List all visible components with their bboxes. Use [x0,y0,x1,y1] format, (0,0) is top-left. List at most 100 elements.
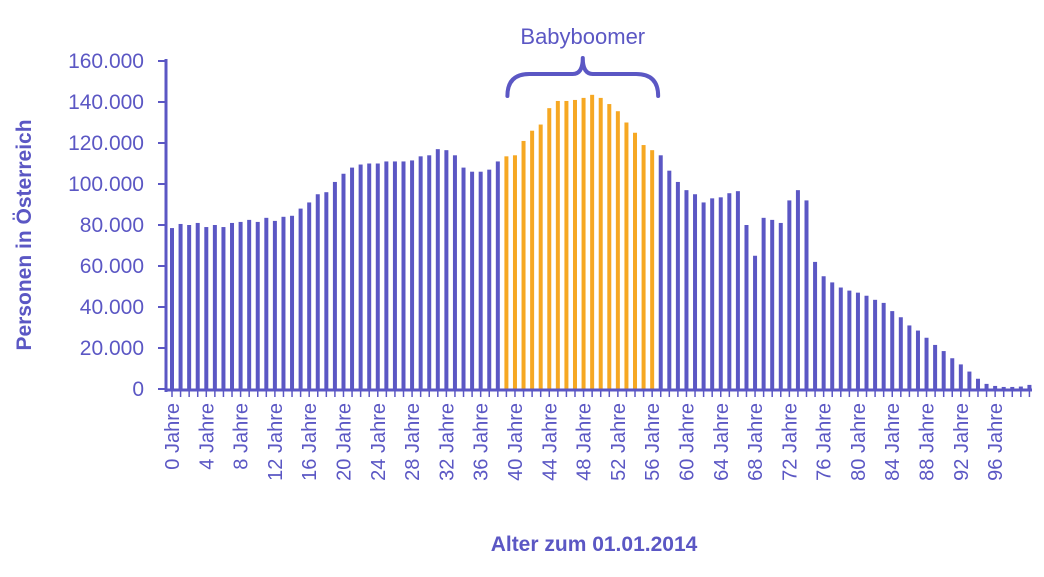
bar-age-11 [264,217,269,389]
bar-age-22 [358,164,363,389]
bar-age-79 [847,290,852,389]
bar-age-85 [898,317,903,389]
bar-age-0 [170,228,174,389]
bar-age-13 [281,216,286,389]
x-tick-label: 32 Jahre [436,403,458,481]
bar-age-75 [813,261,818,389]
bar-age-66 [735,191,740,389]
bar-age-46 [564,100,569,389]
bar-age-34 [461,167,466,389]
bar-age-21 [350,167,355,389]
axes [164,59,1032,392]
bar-age-39 [504,156,509,389]
bar-age-91 [950,358,955,389]
bar-age-49 [590,94,595,389]
bar-age-83 [881,302,886,389]
y-tick-label: 100.000 [68,173,144,196]
bar-age-52 [615,111,620,389]
bar-age-6 [221,227,226,389]
y-axis-title: Personen in Österreich [13,119,36,350]
bar-age-99 [1018,386,1023,389]
y-tick-label: 80.000 [80,214,144,237]
bar-age-31 [435,149,440,389]
bar-age-50 [598,97,603,390]
bar-age-48 [581,97,586,390]
y-tick-label: 20.000 [80,337,144,360]
bar-age-59 [675,181,680,389]
bar-age-45 [555,100,560,389]
x-tick-label: 40 Jahre [505,403,527,481]
bar-age-60 [684,190,689,389]
bar-age-41 [521,140,526,389]
bar-age-84 [890,311,895,389]
bar-age-95 [984,383,989,390]
bar-age-5 [212,225,217,389]
x-tick-label: 56 Jahre [642,403,664,481]
x-tick-label: 96 Jahre [985,403,1007,481]
bar-age-19 [332,181,337,389]
bar-age-77 [830,282,835,389]
bar-age-63 [710,198,715,389]
bar-age-4 [204,227,209,389]
bar-age-97 [1001,386,1006,389]
bar-age-27 [401,161,406,389]
x-tick-label: 36 Jahre [471,403,493,481]
bar-age-68 [753,255,758,389]
bar-age-100 [1027,384,1032,389]
bar-age-51 [607,104,612,390]
bar-age-10 [255,221,260,389]
bar-age-88 [924,337,929,389]
y-tick-label: 0 [132,378,144,401]
bar-age-80 [855,292,860,389]
bar-age-93 [967,371,972,389]
x-tick-label: 76 Jahre [814,403,836,481]
bar-age-17 [315,194,320,389]
bar-age-98 [1010,386,1015,389]
y-axis-ticks: 0 20.000 40.000 60.000 80.000 100.000 120.000 1… [68,50,166,401]
bar-age-32 [444,150,449,389]
bar-age-94 [975,378,980,389]
bar-age-74 [804,200,809,389]
x-tick-label: 84 Jahre [882,403,904,481]
annotation-label: Babyboomer [520,24,645,49]
bar-age-56 [650,150,655,389]
y-tick-label: 40.000 [80,296,144,319]
bar-age-55 [641,145,646,389]
bar-age-64 [718,197,723,389]
bar-age-37 [487,169,492,389]
x-tick-label: 88 Jahre [917,403,939,481]
x-tick-label: 4 Jahre [196,403,218,470]
bar-age-12 [272,220,277,389]
x-axis-ticks: 0 Jahre 4 Jahre 8 Jahre 12 Jahre 16 Jahre 20 … [162,391,1031,481]
x-axis-title: Alter zum 01.01.2014 [491,533,698,556]
bar-age-1 [178,223,183,389]
bar-age-90 [941,351,946,389]
bar-age-18 [324,192,329,389]
bar-age-82 [873,299,878,389]
x-tick-label: 64 Jahre [711,403,733,481]
bar-age-47 [572,99,577,389]
bar-age-23 [367,163,372,389]
y-tick-label: 60.000 [80,255,144,278]
bar-age-33 [452,155,457,389]
bar-age-61 [693,194,698,389]
bar-age-3 [195,222,200,389]
bar-age-76 [821,276,826,389]
x-tick-label: 20 Jahre [333,403,355,481]
bar-age-40 [512,155,517,389]
bar-age-70 [770,219,775,390]
bar-age-92 [958,364,963,389]
x-tick-label: 44 Jahre [539,403,561,481]
x-tick-label: 16 Jahre [299,403,321,481]
y-tick-label: 160.000 [68,50,144,73]
bar-age-38 [495,161,500,389]
babyboomer-annotation: Babyboomer [505,24,661,98]
bar-age-57 [658,155,663,389]
x-tick-label: 12 Jahre [265,403,287,481]
x-tick-label: 0 Jahre [162,403,184,470]
bar-age-30 [427,155,432,389]
bar-age-87 [915,330,920,389]
x-tick-label: 80 Jahre [848,403,870,481]
x-tick-label: 60 Jahre [676,403,698,481]
